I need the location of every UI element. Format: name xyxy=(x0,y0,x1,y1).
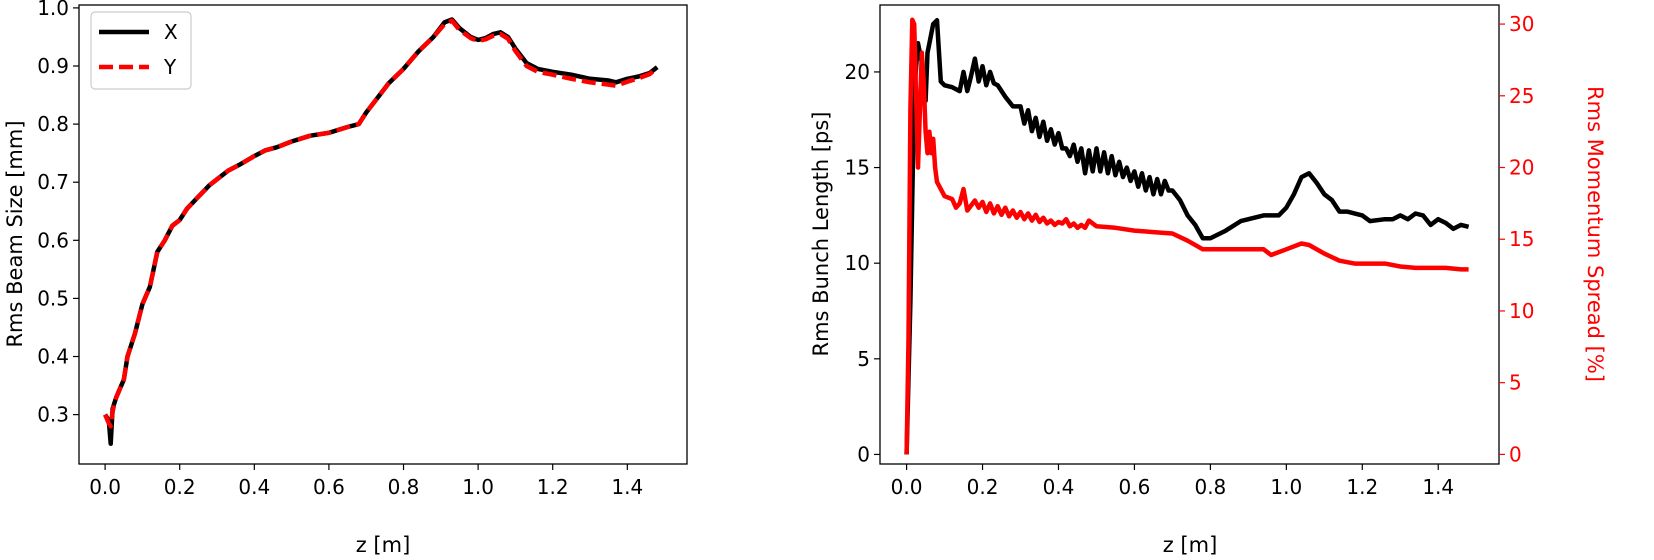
y2-tick-label: 20 xyxy=(1509,156,1534,180)
momentum-spread-ylabel: Rms Momentum Spread [%] xyxy=(1583,86,1607,382)
beam-size-legend: X Y xyxy=(90,11,192,90)
y-tick-label: 15 xyxy=(845,156,870,180)
y2-tick-label: 15 xyxy=(1509,227,1534,251)
x-tick-label: 0.4 xyxy=(238,475,270,499)
y-tick-label: 0 xyxy=(857,442,870,466)
y-tick-label: 0.8 xyxy=(37,112,69,136)
legend-y-label: Y xyxy=(163,55,177,79)
x-tick-label: 0.0 xyxy=(89,475,121,499)
legend-x-label: X xyxy=(164,20,178,44)
bunch-length-series-lines xyxy=(904,17,1470,455)
y2-tick-label: 30 xyxy=(1509,12,1534,36)
y2-tick-label: 0 xyxy=(1509,442,1522,466)
y-tick-label: 10 xyxy=(845,251,870,275)
x-tick-label: 0.8 xyxy=(388,475,420,499)
x-tick-label: 1.0 xyxy=(462,475,494,499)
y-tick-label: 0.9 xyxy=(37,54,69,78)
x-tick-label: 0.2 xyxy=(164,475,196,499)
x-tick-label: 1.2 xyxy=(537,475,569,499)
y-tick-label: 5 xyxy=(857,347,870,371)
y-tick-label: 0.6 xyxy=(37,228,69,252)
x-tick-label: 0.0 xyxy=(891,475,923,499)
momentum-spread-line xyxy=(904,17,1469,455)
x-tick-label: 0.2 xyxy=(967,475,999,499)
x-tick-label: 0.8 xyxy=(1194,475,1226,499)
y2-tick-label: 10 xyxy=(1509,299,1534,323)
x-tick-label: 1.4 xyxy=(1422,475,1454,499)
x-tick-label: 0.4 xyxy=(1043,475,1075,499)
y-tick-label: 0.4 xyxy=(37,345,69,369)
beam-size-ticks: 0.0 0.2 0.4 0.6 0.8 1.0 1.2 1.4 0.3 0.4 0.5 0.6 0.7 0… xyxy=(37,0,643,499)
beam-size-ylabel: Rms Beam Size [mm] xyxy=(3,120,27,347)
beam-size-series-lines xyxy=(103,17,659,446)
bunch-length-xlabel: z [m] xyxy=(1163,533,1218,557)
bunch-length-plot-frame xyxy=(879,4,1500,465)
x-tick-label: 1.2 xyxy=(1346,475,1378,499)
x-tick-label: 1.4 xyxy=(611,475,643,499)
y2-tick-label: 25 xyxy=(1509,84,1534,108)
y-tick-label: 0.3 xyxy=(37,403,69,427)
bunch-length-ylabel: Rms Bunch Length [ps] xyxy=(809,112,833,357)
y-tick-label: 1.0 xyxy=(37,0,69,20)
bunch-length-ticks: 0.0 0.2 0.4 0.6 0.8 1.0 1.2 1.4 0 5 10 15 20 0 5 10 15 20… xyxy=(845,12,1535,499)
y-tick-label: 0.5 xyxy=(37,286,69,310)
x-tick-label: 0.6 xyxy=(1119,475,1151,499)
beam-size-plot-frame xyxy=(78,4,688,465)
y-tick-label: 0.7 xyxy=(37,170,69,194)
y2-tick-label: 5 xyxy=(1509,371,1522,395)
x-tick-label: 1.0 xyxy=(1270,475,1302,499)
bunch-length-line xyxy=(904,18,1470,455)
series-line-y xyxy=(103,18,659,429)
beam-size-xlabel: z [m] xyxy=(356,533,411,557)
x-tick-label: 0.6 xyxy=(313,475,345,499)
y-tick-label: 20 xyxy=(845,60,870,84)
bunch-length-chart: 0.0 0.2 0.4 0.6 0.8 1.0 1.2 1.4 0 5 10 15 20 0 5 10 15 20… xyxy=(809,4,1607,557)
beam-size-chart: 0.0 0.2 0.4 0.6 0.8 1.0 1.2 1.4 0.3 0.4 0.5 0.6 0.7 0… xyxy=(3,0,688,557)
